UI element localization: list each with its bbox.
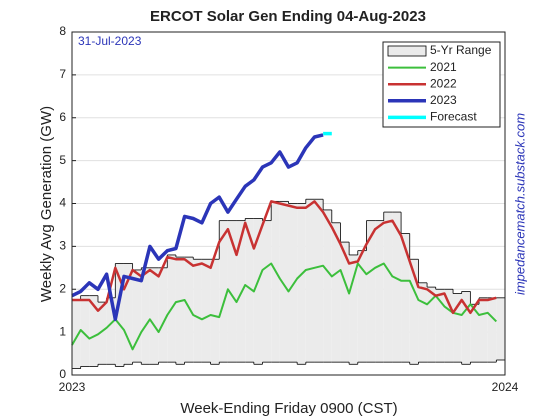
range-band	[470, 304, 480, 363]
range-band	[461, 291, 471, 365]
range-band	[175, 257, 185, 365]
legend-swatch	[387, 45, 427, 57]
legend-label: 2023	[430, 93, 457, 107]
range-band	[427, 287, 436, 363]
legend-label: Forecast	[430, 110, 477, 124]
range-band	[401, 233, 410, 363]
range-band	[193, 259, 202, 363]
range-band	[435, 289, 445, 363]
range-band	[409, 259, 419, 365]
range-band	[115, 263, 124, 367]
range-band	[487, 297, 497, 363]
chart-title: ERCOT Solar Gen Ending 04-Aug-2023	[150, 8, 426, 25]
range-band	[158, 267, 168, 363]
range-band	[210, 259, 220, 365]
range-band	[331, 222, 341, 363]
range-band	[418, 282, 428, 363]
y-tick-label: 1	[59, 324, 66, 338]
range-band	[97, 302, 107, 365]
range-band	[219, 220, 228, 363]
range-band	[149, 267, 159, 365]
range-band	[392, 212, 402, 363]
range-band	[496, 297, 505, 360]
range-band	[340, 242, 350, 363]
range-band	[184, 257, 194, 363]
legend-label: 2021	[430, 60, 457, 74]
range-band	[323, 209, 332, 363]
range-band	[253, 218, 263, 365]
series-line	[71, 262, 498, 351]
y-axis-label: Weekly Avg Generation (GW)	[38, 106, 55, 302]
range-band	[262, 220, 272, 363]
y-tick-label: 6	[59, 110, 66, 124]
watermark: impedancematch.substack.com	[512, 113, 527, 295]
y-tick-label: 3	[59, 239, 66, 253]
range-band	[383, 212, 393, 363]
y-tick-label: 2	[59, 281, 66, 295]
range-band	[349, 254, 358, 365]
range-band	[279, 201, 289, 363]
range-band	[366, 220, 376, 363]
range-band	[444, 289, 454, 363]
y-tick-label: 5	[59, 153, 66, 167]
legend: 5-Yr Range 2021 2022 2023 Forecast	[382, 41, 501, 128]
range-band	[227, 220, 237, 363]
x-tick-label: 2024	[492, 380, 519, 394]
annotation: 31-Jul-2023	[78, 34, 142, 48]
y-tick-label: 8	[59, 24, 66, 38]
y-tick-label: 7	[59, 67, 66, 81]
x-tick-label: 2023	[59, 380, 86, 394]
range-band	[141, 267, 150, 365]
range-band	[80, 295, 90, 367]
range-band	[89, 295, 98, 367]
range-band	[305, 199, 315, 363]
range-band	[123, 263, 133, 365]
range-band	[72, 299, 81, 369]
range-band	[288, 203, 298, 363]
range-band	[375, 220, 384, 363]
x-axis-label: Week-Ending Friday 0900 (CST)	[180, 400, 397, 417]
range-band	[453, 293, 462, 363]
legend-label: 5-Yr Range	[430, 43, 492, 57]
range-band	[106, 297, 116, 365]
legend-label: 2022	[430, 76, 457, 90]
range-band	[271, 201, 280, 363]
series-line	[71, 133, 324, 322]
range-band	[132, 269, 142, 363]
range-band	[201, 259, 211, 363]
range-band	[357, 250, 367, 363]
range-band	[479, 297, 488, 363]
y-tick-label: 4	[59, 196, 66, 210]
y-tick-label: 0	[59, 367, 66, 381]
plot-frame	[71, 31, 506, 376]
range-band	[297, 203, 306, 365]
range-band	[314, 199, 324, 363]
range-band	[245, 218, 254, 363]
